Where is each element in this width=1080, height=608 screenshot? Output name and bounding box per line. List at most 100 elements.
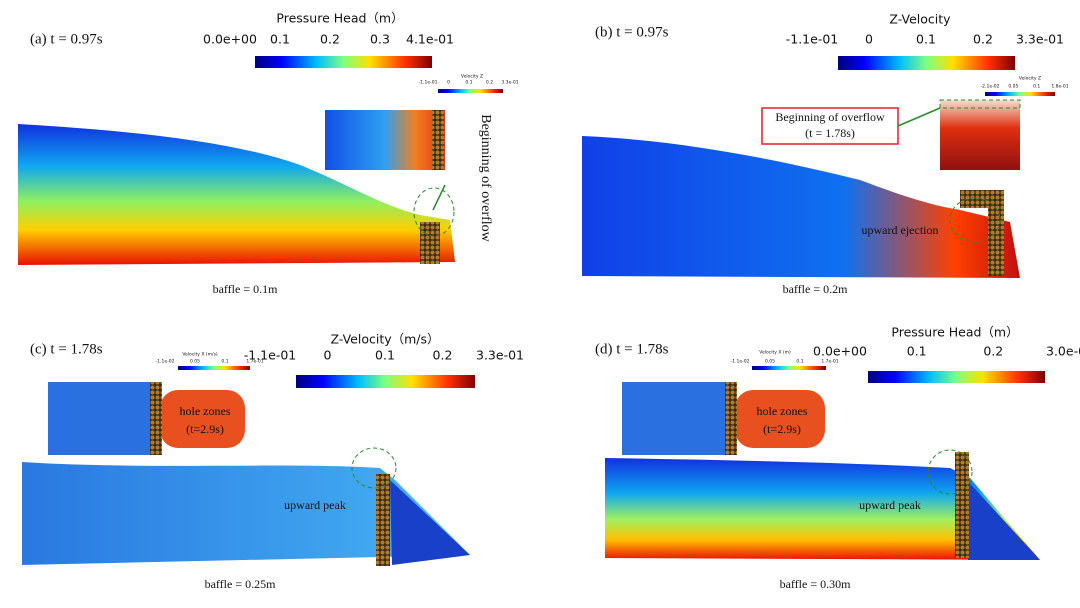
colorbar	[868, 371, 1045, 383]
inset-colorbar-tick: -1.1e-01	[419, 80, 438, 86]
annotation: Beginning of overflow	[478, 114, 493, 242]
panel-label: (d) t = 1.78s	[595, 341, 669, 357]
colorbar-tick: 0.2	[973, 32, 993, 47]
colorbar-tick: -1.1e-01	[786, 32, 839, 47]
inset-colorbar-title: Velocity Z	[461, 74, 483, 80]
inset-colorbar-tick: 0.2	[486, 80, 493, 86]
fluid-spill	[965, 478, 1040, 560]
colorbar-tick: 0.2	[983, 344, 1003, 359]
inset-colorbar-title: Velocity X (m/s)	[182, 352, 218, 358]
colorbar-tick: 0.1	[907, 344, 927, 359]
annotation: hole zones	[180, 404, 231, 418]
colorbar	[838, 56, 1015, 70]
baffle	[955, 452, 969, 558]
arrow	[897, 107, 941, 127]
baffle	[960, 190, 994, 208]
inset	[48, 382, 158, 455]
caption: baffle = 0.30m	[780, 577, 852, 591]
inset-colorbar-title: Velocity X (m)	[759, 350, 791, 356]
panel-c-graphics	[22, 382, 470, 566]
inset-colorbar-tick: 0	[447, 80, 450, 86]
caption: baffle = 0.1m	[213, 282, 279, 296]
colorbar-tick: -1.1e-01	[244, 348, 297, 363]
inset-colorbar-tick: 0.05	[1008, 84, 1018, 90]
colorbar-tick: 0.1	[916, 32, 936, 47]
inset-colorbar	[438, 89, 503, 93]
colorbar-tick: 0.0e+00	[203, 32, 257, 47]
inset-colorbar-tick: -2.1e-02	[981, 84, 1000, 90]
inset-colorbar-tick: 1.7e-01	[821, 359, 838, 365]
fluid	[22, 462, 470, 565]
panel-a-graphics	[18, 110, 455, 265]
panel-label: (b) t = 0.97s	[595, 24, 669, 40]
inset-jet	[160, 390, 245, 448]
colorbar-tick: 0.3	[370, 32, 390, 47]
colorbar-tick: 0	[865, 32, 873, 47]
colorbar-tick: 4.1e-01	[406, 32, 454, 47]
inset-colorbar-tick: 0.1	[796, 359, 803, 365]
colorbar-tick: 0	[324, 348, 332, 363]
colorbar-tick: 0.2	[320, 32, 340, 47]
caption: baffle = 0.2m	[783, 282, 849, 296]
inset	[940, 100, 1020, 170]
inset-colorbar-title: Velocity Z	[1019, 76, 1041, 82]
highlight	[927, 449, 973, 495]
annotation: (t=2.9s)	[763, 422, 801, 436]
panel-b-graphics	[582, 99, 1021, 278]
colorbar-tick: 3.3e-01	[476, 348, 524, 363]
highlight	[413, 187, 455, 237]
baffle	[988, 190, 1004, 276]
inset-colorbar-tick: -1.1e-02	[731, 359, 750, 365]
annotation: upward peak	[859, 498, 921, 512]
colorbar	[296, 375, 475, 388]
annotation: upward peak	[284, 498, 346, 512]
colorbar-tick: 0.2	[433, 348, 453, 363]
inset-colorbar-tick: 3.3e-01	[501, 80, 518, 86]
annotation: upward ejection	[862, 223, 939, 237]
colorbar	[255, 56, 432, 68]
inset-colorbar-tick: -1.1e-02	[156, 359, 175, 365]
inset	[325, 110, 445, 170]
colorbar-title: Z-Velocity	[889, 12, 951, 27]
colorbar-title: Pressure Head（m）	[276, 11, 403, 26]
inset-colorbar-tick: 0.1	[1033, 84, 1040, 90]
colorbar-tick: 3.3e-01	[1016, 32, 1064, 47]
fluid-spill	[390, 480, 470, 565]
inset-baffle	[432, 110, 444, 170]
colorbar-tick: 0.1	[375, 348, 395, 363]
annotation: hole zones	[757, 404, 808, 418]
inset-colorbar-tick: 0.1	[221, 359, 228, 365]
fluid	[582, 136, 1020, 278]
inset-colorbar	[752, 366, 826, 370]
panel-label: (a) t = 0.97s	[30, 31, 103, 47]
inset	[622, 382, 727, 455]
inset-baffle	[725, 382, 737, 455]
caption: baffle = 0.25m	[205, 577, 277, 591]
highlight	[351, 447, 397, 489]
colorbar-tick: 0.1	[270, 32, 290, 47]
colorbar-title: Pressure Head（m）	[891, 325, 1018, 340]
annotation: (t=2.9s)	[186, 422, 224, 436]
inset-colorbar-tick: 0.05	[765, 359, 775, 365]
panel-label: (c) t = 1.78s	[30, 341, 103, 357]
inset-colorbar	[985, 92, 1055, 96]
inset-colorbar-tick: 0.05	[190, 359, 200, 365]
inset-baffle	[150, 382, 162, 455]
colorbar-title: Z-Velocity（m/s）	[330, 332, 439, 347]
inset-jet	[735, 390, 825, 448]
highlight	[949, 197, 1001, 243]
colorbar-tick: 0.0e+00	[813, 344, 867, 359]
highlight	[939, 99, 1021, 109]
annotation: Beginning of overflow	[775, 110, 885, 124]
annotation: (t = 1.78s)	[805, 126, 855, 140]
inset-colorbar	[178, 366, 250, 370]
fluid	[18, 124, 455, 265]
baffle	[420, 222, 440, 264]
arrow	[432, 184, 446, 211]
colorbar-tick: 3.0e-01	[1046, 344, 1080, 359]
panel-d-graphics	[605, 382, 1040, 560]
inset-colorbar-tick: 0.1	[465, 80, 472, 86]
baffle	[376, 474, 390, 566]
inset-colorbar-tick: 1.7e-01	[246, 359, 263, 365]
